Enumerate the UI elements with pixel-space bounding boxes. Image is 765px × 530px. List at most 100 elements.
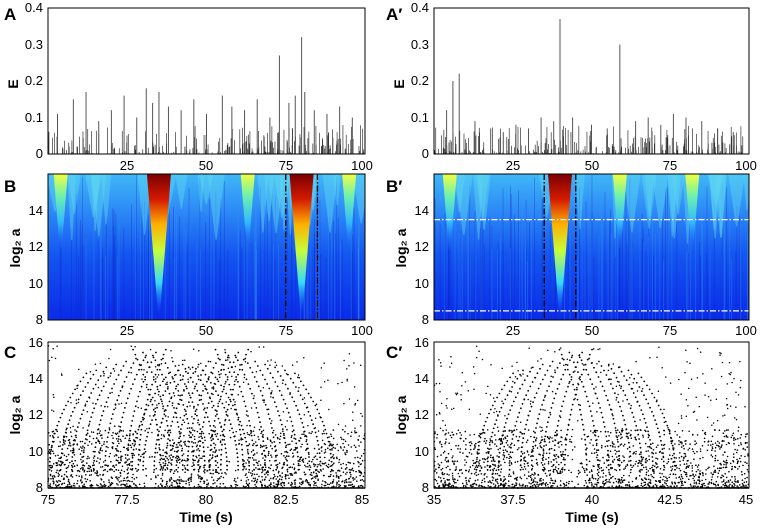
- ridge-dot: [298, 376, 301, 379]
- ridge-dot: [162, 467, 164, 470]
- ridge-dot: [199, 466, 201, 468]
- ytick-label: 14: [29, 203, 43, 218]
- ridge-dot: [194, 413, 197, 415]
- ridge-dot: [496, 478, 499, 481]
- ridge-dot: [714, 429, 716, 432]
- ridge-dot: [283, 434, 285, 437]
- ridge-dot: [571, 449, 574, 451]
- ridge-dot: [328, 475, 331, 478]
- ridge-dot: [327, 475, 330, 478]
- ridge-dot: [126, 468, 129, 471]
- ridge-dot: [714, 454, 717, 457]
- ridge-dot: [321, 439, 324, 442]
- ridge-dot: [251, 473, 254, 475]
- ridge-dot: [237, 460, 239, 463]
- ridge-dot: [207, 482, 210, 485]
- ridge-dot: [332, 446, 335, 449]
- ridge-dot: [465, 437, 467, 440]
- ridge-dot: [645, 430, 647, 433]
- ridge-dot: [652, 449, 655, 451]
- ridge-dot: [699, 457, 701, 460]
- ridge-dot: [149, 400, 152, 403]
- ridge-dot: [260, 432, 262, 435]
- ridge-dot: [740, 471, 743, 473]
- ridge-dot: [247, 451, 249, 453]
- ridge-dot: [162, 454, 164, 457]
- ridge-dot: [560, 429, 562, 432]
- ridge-dot: [216, 413, 218, 416]
- ridge-dot: [225, 401, 227, 403]
- ridge-dot: [63, 478, 65, 481]
- ridge-dot: [304, 434, 307, 437]
- ridge-dot: [122, 365, 125, 367]
- ridge-dot: [78, 448, 80, 451]
- ridge-dot: [354, 431, 357, 434]
- ridge-dot: [231, 427, 233, 430]
- ridge-dot: [720, 467, 722, 469]
- ridge-dot: [346, 451, 348, 453]
- ridge-dot: [92, 402, 94, 404]
- ridge-dot: [484, 472, 486, 475]
- ridge-dot: [332, 475, 335, 477]
- ridge-dot: [95, 403, 97, 405]
- ridge-dot: [556, 485, 559, 488]
- ridge-dot: [332, 479, 335, 481]
- ridge-dot: [125, 360, 127, 363]
- ridge-dot: [543, 467, 546, 470]
- ridge-dot: [260, 483, 263, 486]
- ridge-dot: [158, 364, 160, 367]
- ridge-dot: [744, 448, 746, 451]
- ridge-dot: [745, 433, 747, 436]
- ridge-dot: [51, 444, 53, 447]
- ridge-dot: [679, 469, 682, 472]
- ridge-dot: [124, 407, 126, 409]
- ridge-dot: [685, 463, 688, 465]
- ridge-dot: [302, 384, 305, 387]
- ridge-dot: [162, 353, 165, 356]
- ridge-dot: [138, 483, 141, 486]
- ridge-dot: [516, 476, 518, 479]
- ridge-dot: [173, 450, 176, 453]
- ridge-dot: [508, 475, 510, 478]
- ridge-dot: [468, 441, 471, 444]
- ridge-dot: [96, 484, 98, 486]
- ridge-dot: [465, 479, 468, 482]
- ridge-dot: [478, 461, 480, 463]
- ytick-label: 0.2: [411, 73, 429, 88]
- ridge-dot: [288, 466, 291, 469]
- ridge-dot: [609, 463, 612, 466]
- ridge-dot: [285, 446, 287, 449]
- ridge-dot: [153, 464, 156, 467]
- ridge-dot: [103, 485, 105, 488]
- ridge-dot: [68, 441, 71, 444]
- ridge-dot: [140, 455, 142, 458]
- ridge-dot: [197, 477, 200, 479]
- ridge-dot: [546, 475, 548, 477]
- ylabel-A: E: [5, 79, 21, 88]
- ridge-dot: [215, 449, 217, 451]
- ridge-dot: [83, 465, 86, 467]
- ridge-dot: [245, 473, 247, 475]
- ridge-dot: [642, 434, 644, 437]
- ridge-dot: [305, 465, 307, 468]
- ridge-dot: [254, 360, 257, 363]
- ridge-dot: [469, 477, 471, 480]
- ridge-dot: [243, 485, 245, 488]
- ridge-dot: [308, 468, 311, 471]
- scalogram-plume: [333, 174, 342, 206]
- ridge-dot: [223, 385, 225, 388]
- ridge-dot: [314, 404, 317, 407]
- ridge-dot: [308, 482, 310, 484]
- ridge-dot: [535, 481, 537, 483]
- xtick-label: 75: [279, 158, 293, 173]
- ridge-dot: [204, 373, 207, 376]
- ridge-dot: [661, 484, 664, 486]
- ridge-dot: [200, 394, 203, 397]
- ridge-dot: [137, 468, 140, 471]
- ridge-dot: [728, 485, 730, 487]
- ridge-dot: [289, 377, 292, 380]
- ridge-dot: [228, 419, 231, 421]
- ridge-dot: [54, 476, 56, 478]
- ytick-label: 10: [29, 276, 43, 291]
- ridge-dot: [253, 395, 255, 397]
